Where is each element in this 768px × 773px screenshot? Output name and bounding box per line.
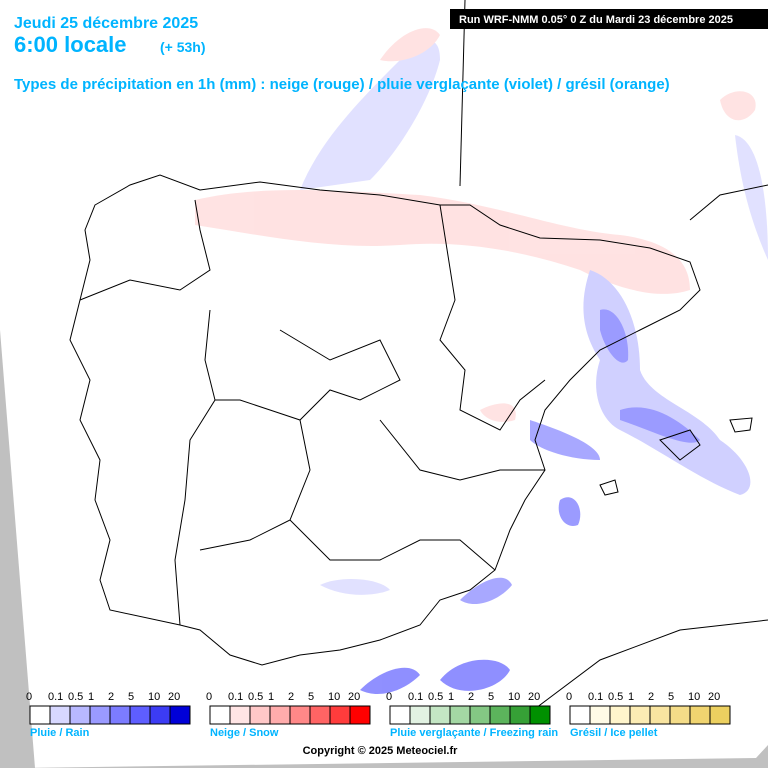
- legend-tick: 5: [488, 691, 494, 703]
- legend-tick: 0: [386, 691, 392, 703]
- forecast-time: 6:00 locale: [14, 32, 127, 57]
- forecast-date: Jeudi 25 décembre 2025: [14, 15, 198, 32]
- legend-swatch: [209, 705, 231, 725]
- legend-swatch: [649, 705, 671, 725]
- legend-swatch: [329, 705, 351, 725]
- copyright: Copyright © 2025 Meteociel.fr: [303, 745, 459, 757]
- legend-tick: 10: [508, 691, 520, 703]
- legend-label: Pluie / Rain: [30, 727, 90, 739]
- legend-swatch: [349, 705, 371, 725]
- legend-swatch: [89, 705, 111, 725]
- legend-swatch: [669, 705, 691, 725]
- legend-tick: 5: [128, 691, 134, 703]
- legend-swatch: [149, 705, 171, 725]
- legend-tick: 0.1: [228, 691, 243, 703]
- legend-tick: 1: [268, 691, 274, 703]
- legend-swatch: [709, 705, 731, 725]
- legend-swatch: [429, 705, 451, 725]
- legend-swatch: [449, 705, 471, 725]
- legend-tick: 0: [566, 691, 572, 703]
- legend-tick: 0.5: [68, 691, 83, 703]
- legend-swatch: [49, 705, 71, 725]
- legend-swatch: [69, 705, 91, 725]
- legend-label: Pluie verglaçante / Freezing rain: [390, 727, 558, 739]
- legend-swatch: [269, 705, 291, 725]
- run-box: [450, 9, 768, 29]
- legend-swatch: [29, 705, 51, 725]
- legend-swatch: [249, 705, 271, 725]
- legend-swatch: [529, 705, 551, 725]
- borders: [69, 0, 768, 721]
- legend-tick: 0.5: [428, 691, 443, 703]
- legend-swatch: [589, 705, 611, 725]
- legend-swatch: [409, 705, 431, 725]
- subtitle: Types de précipitation en 1h (mm) : neig…: [14, 76, 670, 93]
- legend-tick: 2: [108, 691, 114, 703]
- projection-edge: [0, 330, 35, 768]
- legend-tick: 0: [26, 691, 32, 703]
- precipitation: [195, 28, 768, 695]
- legend-swatch: [609, 705, 631, 725]
- lead-time: (+ 53h): [160, 39, 206, 55]
- legend-tick: 20: [348, 691, 360, 703]
- legend-tick: 0.5: [248, 691, 263, 703]
- legend-tick: 2: [468, 691, 474, 703]
- run-info: Run WRF-NMM 0.05° 0 Z du Mardi 23 décemb…: [459, 14, 733, 26]
- legend-tick: 2: [648, 691, 654, 703]
- legend-tick: 20: [168, 691, 180, 703]
- legend-swatch: [169, 705, 191, 725]
- legend-swatch: [389, 705, 411, 725]
- legend-tick: 5: [308, 691, 314, 703]
- legend-swatch: [109, 705, 131, 725]
- legend-swatch: [469, 705, 491, 725]
- legend-swatch: [309, 705, 331, 725]
- legend-tick: 1: [448, 691, 454, 703]
- legend-label: Neige / Snow: [210, 727, 279, 739]
- legend-tick: 5: [668, 691, 674, 703]
- legend-swatch: [229, 705, 251, 725]
- legend-tick: 2: [288, 691, 294, 703]
- legend-swatch: [129, 705, 151, 725]
- legend-swatch: [489, 705, 511, 725]
- legend-tick: 20: [708, 691, 720, 703]
- legend-swatch: [569, 705, 591, 725]
- legend-tick: 10: [328, 691, 340, 703]
- legend-tick: 10: [148, 691, 160, 703]
- legend-tick: 1: [88, 691, 94, 703]
- legend-tick: 20: [528, 691, 540, 703]
- legend-swatch: [629, 705, 651, 725]
- legend-swatch: [509, 705, 531, 725]
- legend-swatch: [689, 705, 711, 725]
- legend-tick: 1: [628, 691, 634, 703]
- legend-tick: 0.1: [408, 691, 423, 703]
- legend-swatch: [289, 705, 311, 725]
- legend-tick: 0: [206, 691, 212, 703]
- legend-label: Grésil / Ice pellet: [570, 727, 658, 739]
- legend-tick: 0.1: [588, 691, 603, 703]
- legend-tick: 0.1: [48, 691, 63, 703]
- legend-tick: 10: [688, 691, 700, 703]
- legend-tick: 0.5: [608, 691, 623, 703]
